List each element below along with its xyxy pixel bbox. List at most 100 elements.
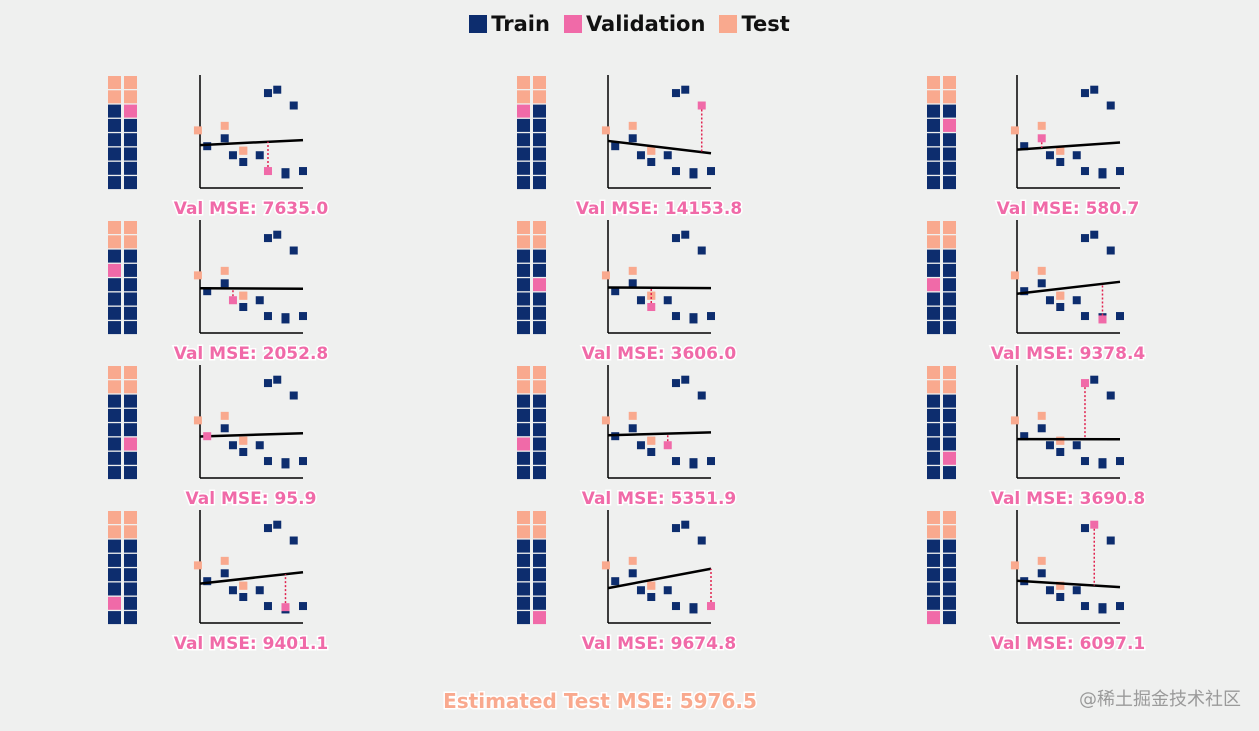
train-cell — [108, 394, 121, 408]
legend-train-label: Train — [491, 12, 550, 36]
fold-panel: Val MSE: 14153.8 — [517, 75, 744, 221]
test-cell — [124, 380, 137, 394]
test-point — [1037, 121, 1046, 130]
train-cell — [124, 582, 137, 596]
train-point — [663, 296, 672, 305]
train-cell — [124, 176, 137, 190]
train-cell — [517, 394, 530, 408]
train-cell — [943, 568, 956, 582]
test-point — [1010, 271, 1019, 280]
train-cell — [124, 292, 137, 306]
train-cell — [943, 321, 956, 335]
test-cell — [533, 235, 546, 249]
train-point — [299, 167, 307, 176]
train-cell — [517, 278, 530, 292]
train-point — [681, 375, 690, 384]
test-point — [220, 121, 229, 130]
validation-cell — [517, 437, 530, 451]
val-mse-label: Val MSE: 5351.9 — [582, 489, 737, 509]
val-mse-label: Val MSE: 6097.1 — [991, 634, 1146, 654]
train-point — [203, 577, 212, 586]
train-cell — [108, 249, 121, 263]
val-mse-label: Val MSE: 95.9 — [186, 489, 317, 509]
test-cell — [927, 525, 940, 539]
fit-line — [1016, 579, 1121, 589]
test-point — [193, 126, 202, 135]
train-cell — [517, 466, 530, 480]
fit-line — [1016, 280, 1121, 296]
train-cell — [108, 568, 121, 582]
train-point — [1037, 424, 1046, 433]
fold-panel: Val MSE: 5351.9 — [517, 365, 738, 511]
train-point — [228, 151, 237, 160]
train-point — [220, 134, 229, 143]
test-cell — [927, 235, 940, 249]
train-point — [1106, 536, 1115, 545]
train-cell — [124, 423, 137, 437]
test-cell — [943, 76, 956, 89]
train-cell — [517, 408, 530, 422]
test-point — [647, 291, 656, 300]
test-cell — [124, 221, 137, 234]
train-swatch — [469, 15, 488, 33]
train-point — [663, 151, 672, 160]
test-cell — [124, 366, 137, 379]
train-point — [228, 441, 237, 450]
train-point — [628, 134, 637, 143]
validation-point — [697, 101, 706, 110]
train-point — [273, 230, 282, 239]
test-point — [601, 561, 610, 570]
train-cell — [943, 306, 956, 320]
train-cell — [108, 118, 121, 132]
validation-cell — [927, 611, 940, 625]
train-point — [263, 524, 272, 533]
test-cell — [108, 76, 121, 89]
test-cell — [108, 235, 121, 249]
fold-panel: Val MSE: 580.7 — [927, 75, 1141, 221]
test-cell — [108, 90, 121, 104]
train-point — [263, 602, 272, 611]
train-point — [1056, 303, 1065, 312]
train-point — [611, 577, 620, 586]
train-point — [1072, 296, 1081, 305]
validation-point — [707, 602, 715, 611]
train-point — [1020, 432, 1029, 441]
test-point — [601, 416, 610, 425]
train-point — [1116, 167, 1124, 176]
test-cell — [124, 525, 137, 539]
train-point — [281, 458, 290, 467]
train-point — [239, 158, 248, 167]
train-cell — [108, 451, 121, 465]
validation-point — [1090, 520, 1099, 529]
train-cell — [517, 553, 530, 567]
val-mse-label: Val MSE: 3606.0 — [582, 344, 737, 364]
test-point — [220, 411, 229, 420]
validation-point — [1080, 379, 1089, 388]
fit-line — [607, 139, 712, 155]
train-cell — [124, 249, 137, 263]
train-cell — [124, 306, 137, 320]
train-point — [628, 424, 637, 433]
train-cell — [517, 568, 530, 582]
train-cell — [943, 596, 956, 610]
train-point — [689, 458, 698, 467]
train-cell — [533, 408, 546, 422]
train-point — [1056, 158, 1065, 167]
train-point — [1090, 85, 1099, 94]
train-cell — [927, 104, 940, 118]
test-cell — [943, 511, 956, 524]
train-point — [689, 603, 698, 612]
train-cell — [124, 451, 137, 465]
test-cell — [124, 76, 137, 89]
train-cell — [533, 568, 546, 582]
validation-point — [263, 167, 272, 176]
train-point — [263, 457, 272, 466]
fold-panel: Val MSE: 9674.8 — [517, 510, 738, 656]
train-cell — [517, 176, 530, 190]
train-cell — [124, 466, 137, 480]
train-point — [1116, 602, 1124, 611]
legend-test: Test — [719, 12, 790, 36]
train-cell — [517, 292, 530, 306]
fold-panel: Val MSE: 9401.1 — [108, 510, 330, 656]
train-point — [220, 424, 229, 433]
